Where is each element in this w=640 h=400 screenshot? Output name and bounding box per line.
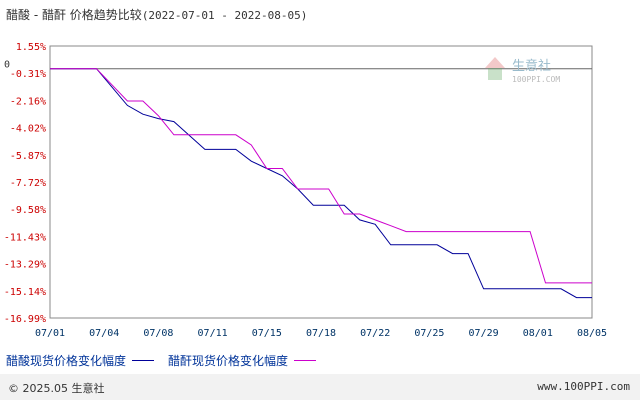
x-tick-label: 07/04 bbox=[89, 328, 119, 339]
legend-item-1: 醋酸现货价格变化幅度 bbox=[6, 352, 155, 369]
x-tick-label: 07/18 bbox=[306, 328, 336, 339]
series-layer bbox=[50, 68, 592, 299]
chart-title: 醋酸 - 醋酐 价格趋势比较(2022-07-01 - 2022-08-05) bbox=[6, 6, 307, 23]
y-tick-label: -16.99% bbox=[4, 314, 46, 325]
legend-swatch bbox=[132, 360, 155, 361]
title-label: 价格趋势比较 bbox=[69, 8, 142, 22]
x-tick-label: 07/25 bbox=[414, 328, 444, 339]
x-tick-label: 08/05 bbox=[577, 328, 607, 339]
legend: 醋酸现货价格变化幅度 醋酐现货价格变化幅度 bbox=[6, 352, 330, 369]
label-layer: 1.55% -0.31% -2.16% -4.02% -5.87% -7.72% -9.58… bbox=[4, 42, 607, 339]
footer-site-link[interactable]: www.100PPI.com bbox=[537, 380, 630, 393]
plot-area bbox=[49, 45, 593, 319]
watermark: 生意社 100PPI.COM bbox=[482, 52, 582, 92]
title-range: (2022-07-01 - 2022-08-05) bbox=[141, 9, 308, 22]
footer: © 2025.05 生意社 www.100PPI.com bbox=[0, 374, 640, 400]
legend-item-2: 醋酐现货价格变化幅度 bbox=[168, 352, 317, 369]
series-line-1 bbox=[50, 68, 592, 299]
x-tick-label: 07/11 bbox=[198, 328, 228, 339]
y-tick-label: -13.29% bbox=[4, 260, 46, 271]
watermark-url: 100PPI.COM bbox=[512, 75, 560, 84]
x-tick-label: 07/01 bbox=[35, 328, 65, 339]
y-tick-label: 1.55% bbox=[16, 42, 46, 53]
y-tick-label: -2.16% bbox=[10, 96, 46, 107]
y-tick-label: -15.14% bbox=[4, 287, 46, 298]
x-tick-label: 07/29 bbox=[469, 328, 499, 339]
legend-label: 醋酸现货价格变化幅度 bbox=[6, 354, 127, 368]
x-tick-label: 07/08 bbox=[143, 328, 173, 339]
footer-copyright: © 2025.05 生意社 bbox=[8, 382, 105, 395]
line-chart: 1.55% -0.31% -2.16% -4.02% -5.87% -7.72% -9.58… bbox=[4, 42, 607, 339]
legend-swatch bbox=[294, 360, 317, 361]
y-tick-label: -4.02% bbox=[10, 124, 46, 135]
x-tick-label: 07/15 bbox=[252, 328, 282, 339]
y-tick-label: -0.31% bbox=[10, 69, 46, 80]
x-tick-label: 07/22 bbox=[360, 328, 390, 339]
series-line-2 bbox=[50, 68, 592, 284]
title-products: 醋酸 - 醋酐 bbox=[6, 8, 66, 22]
y-tick-label: -7.72% bbox=[10, 178, 46, 189]
y-tick-label: -11.43% bbox=[4, 232, 46, 243]
watermark-logo-icon bbox=[485, 57, 505, 80]
watermark-brand: 生意社 bbox=[512, 58, 551, 74]
zero-label: 0 bbox=[4, 60, 10, 71]
y-tick-label: -9.58% bbox=[10, 205, 46, 216]
y-tick-label: -5.87% bbox=[10, 151, 46, 162]
legend-label: 醋酐现货价格变化幅度 bbox=[168, 354, 289, 368]
x-tick-label: 08/01 bbox=[523, 328, 553, 339]
axis-layer bbox=[49, 45, 593, 319]
